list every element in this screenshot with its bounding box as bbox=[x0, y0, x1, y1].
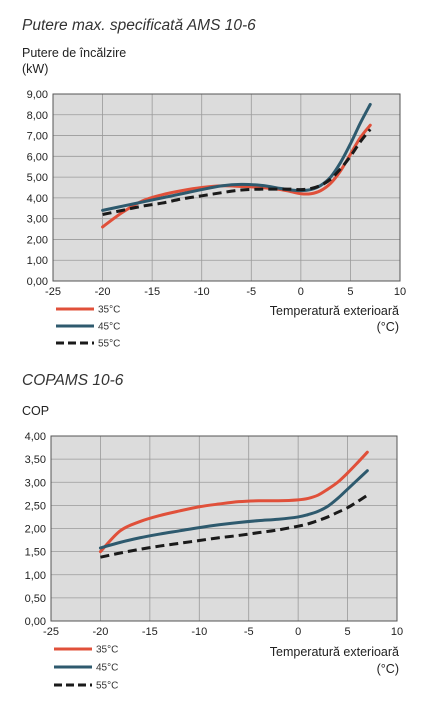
plot-area bbox=[53, 94, 400, 281]
x-tick-label: -20 bbox=[95, 286, 111, 298]
y-tick-label: 8,00 bbox=[27, 110, 48, 122]
y-tick-label: 2,00 bbox=[27, 234, 48, 246]
y-tick-label: 9,00 bbox=[27, 89, 48, 101]
series-line-45c bbox=[98, 469, 369, 550]
x-tick-label: 10 bbox=[391, 626, 403, 638]
y-tick-label: 6,00 bbox=[27, 151, 48, 163]
legend: 35°C 45°C 55°C bbox=[56, 305, 120, 350]
y-tick-label: 1,50 bbox=[25, 547, 46, 559]
series-line-35c bbox=[98, 450, 369, 554]
x-tick-label: -25 bbox=[43, 626, 59, 638]
x-tick-label: -10 bbox=[194, 286, 210, 298]
x-tick-label: 10 bbox=[394, 286, 406, 298]
series-line-55c bbox=[100, 493, 369, 559]
x-tick-label: 0 bbox=[298, 286, 304, 298]
y-tick-label: 4,00 bbox=[25, 431, 46, 443]
legend-label: 35°C bbox=[98, 305, 120, 316]
x-tick-label: -5 bbox=[244, 626, 254, 638]
series-line-45c bbox=[101, 102, 372, 212]
y-axis-label: (kW) bbox=[22, 62, 48, 76]
legend-label: 45°C bbox=[96, 663, 118, 674]
x-tick-label: -15 bbox=[142, 626, 158, 638]
x-tick-label: -20 bbox=[92, 626, 108, 638]
x-axis-unit: (°C) bbox=[377, 662, 399, 676]
x-tick-label: -25 bbox=[45, 286, 61, 298]
x-tick-label: 5 bbox=[347, 286, 353, 298]
x-tick-label: 0 bbox=[295, 626, 301, 638]
y-tick-label: 0,00 bbox=[27, 276, 48, 288]
chart-title: Putere max. specificată AMS 10-6 bbox=[22, 17, 256, 34]
y-tick-label: 3,50 bbox=[25, 454, 46, 466]
legend: 35°C 45°C 55°C bbox=[54, 645, 118, 692]
y-tick-label: 1,00 bbox=[27, 255, 48, 267]
plot-frame bbox=[50, 435, 398, 622]
y-tick-label: 7,00 bbox=[27, 131, 48, 143]
legend-label: 55°C bbox=[98, 339, 120, 350]
y-tick-label: 3,00 bbox=[25, 477, 46, 489]
chart-title: COPAMS 10-6 bbox=[22, 372, 124, 389]
x-tick-label: -5 bbox=[246, 286, 256, 298]
legend-label: 45°C bbox=[98, 322, 120, 333]
y-tick-label: 2,50 bbox=[25, 500, 46, 512]
x-axis-label: Temperatură exterioară bbox=[270, 304, 399, 318]
series-line-55c bbox=[102, 128, 372, 216]
y-tick-label: 0,00 bbox=[25, 616, 46, 628]
x-axis-unit: (°C) bbox=[377, 320, 399, 334]
x-axis-label: Temperatură exterioară bbox=[270, 645, 399, 659]
legend-label: 35°C bbox=[96, 645, 118, 656]
chart-2: COPAMS 10-6 COP 0,00 0,50 1,00 1,50 2,00 2,50 3,… bbox=[22, 372, 403, 692]
x-tick-label: 5 bbox=[345, 626, 351, 638]
y-tick-label: 1,00 bbox=[25, 570, 46, 582]
x-tick-label: -10 bbox=[191, 626, 207, 638]
y-tick-label: 0,50 bbox=[25, 593, 46, 605]
y-axis-label: COP bbox=[22, 404, 49, 418]
y-axis-label: Putere de încălzire bbox=[22, 46, 126, 60]
y-tick-label: 4,00 bbox=[27, 193, 48, 205]
y-tick-label: 3,00 bbox=[27, 214, 48, 226]
y-tick-label: 5,00 bbox=[27, 172, 48, 184]
chart-1: Putere max. specificată AMS 10-6 Putere d… bbox=[22, 17, 406, 350]
x-tick-label: -15 bbox=[144, 286, 160, 298]
y-tick-label: 2,00 bbox=[25, 524, 46, 536]
plot-frame bbox=[52, 93, 401, 282]
legend-label: 55°C bbox=[96, 681, 118, 692]
